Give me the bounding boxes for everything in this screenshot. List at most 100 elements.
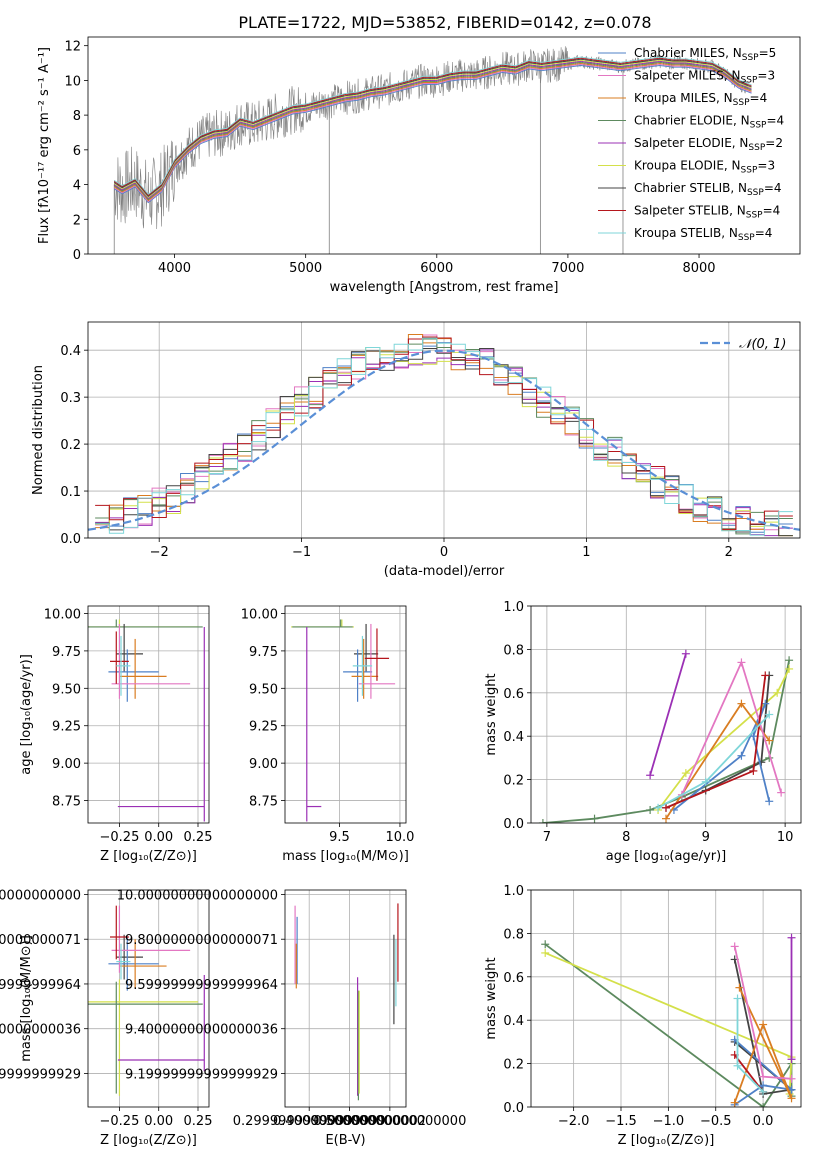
y-tick-label: 0.4	[60, 344, 81, 359]
x-tick-label: 0.40000000000000002	[273, 1114, 426, 1129]
weight-plot-area	[541, 933, 796, 1107]
x-tick-label: 0.25	[184, 830, 213, 845]
weight-series-line	[733, 987, 793, 1104]
y-tick-label: 9.00	[249, 757, 278, 772]
y-tick-label: 10.00	[44, 607, 81, 622]
y-tick-label: 9.00	[52, 757, 81, 772]
model-spectrum-line	[113, 63, 752, 203]
y-tick-label: 0.3	[60, 391, 81, 406]
x-tick-label: 4000	[158, 261, 191, 276]
y-tick-label: 0.6	[503, 687, 524, 702]
y-tick-label: 10.00000000000000000	[0, 888, 81, 903]
residual-histogram-step	[95, 337, 793, 536]
residual-histogram-step	[95, 334, 793, 537]
legend-label-main: Salpeter STELIB, N	[634, 204, 746, 218]
x-tick-label: 10.0	[385, 830, 414, 845]
y-axis-label: mass weight	[484, 957, 499, 1039]
residual-histogram-step	[95, 334, 793, 537]
residual-histogram-step	[95, 336, 793, 530]
legend-label-sub: SSP	[741, 76, 758, 86]
legend-label-sub: SSP	[742, 53, 759, 63]
y-tick-label: 9.25	[52, 720, 81, 735]
x-tick-label: 8	[622, 830, 630, 845]
legend-label-main: Kroupa STELIB, N	[634, 226, 738, 240]
x-axis-label: E(B-V)	[325, 1133, 365, 1148]
x-tick-label: 0.25	[184, 1114, 213, 1129]
weight-series-line	[733, 1054, 764, 1093]
legend-label: Kroupa MILES, NSSP=4	[634, 91, 767, 108]
axes-frame	[87, 36, 801, 255]
y-tick-label: 0.0	[503, 1101, 524, 1116]
legend-label: Kroupa ELODIE, NSSP=3	[634, 159, 775, 176]
legend-label-tail: =4	[755, 226, 773, 240]
model-spectrum-line	[113, 62, 752, 202]
histogram-plot-area	[88, 334, 800, 537]
scatter-plot-area	[291, 619, 396, 822]
y-tick-label: 8	[73, 109, 81, 124]
weight-series-line	[734, 1039, 795, 1106]
age-vs-metallicity-panel: −0.25 0.00 0.25 8.75 9.00 9.25 9.50 9.75 10.00 Z …	[19, 605, 213, 864]
y-tick-label: 0.0	[503, 817, 524, 832]
legend-label-sub: SSP	[746, 211, 763, 221]
axes-frame	[530, 889, 802, 1108]
residual-histogram-step	[95, 338, 793, 533]
y-tick-label: 0.4	[503, 730, 524, 745]
y-tick-label: 0	[73, 248, 81, 263]
legend-label-main: Salpeter MILES, N	[634, 69, 741, 83]
x-tick-label: 2	[725, 545, 733, 560]
x-tick-label: −2	[150, 545, 169, 560]
y-tick-label: 9.75	[249, 645, 278, 660]
legend-label-sub: SSP	[733, 98, 750, 108]
weight-vs-metallicity-panel: −2.0 −1.5 −1.0 −0.5 0.0 0.0 0.2 0.4 0.6 0.8 1.0 Z […	[484, 884, 802, 1148]
x-tick-label: −0.5	[700, 1114, 732, 1129]
y-tick-label: 9.40000000000000036	[125, 1023, 278, 1038]
legend-label-sub: SSP	[750, 121, 767, 131]
x-axis-label: (data-model)/error	[384, 564, 505, 579]
figure-title: PLATE=1722, MJD=53852, FIBERID=0142, z=0…	[238, 13, 651, 32]
y-axis-label: age [log₁₀(age/yr)]	[19, 654, 34, 775]
mass-vs-metallicity-panel: −0.25 0.00 0.25 9.19999999999999929 9.400000…	[0, 888, 212, 1148]
x-tick-label: −2.0	[558, 1114, 590, 1129]
legend-label-main: Kroupa MILES, N	[634, 91, 733, 105]
legend-label-sub: SSP	[738, 233, 755, 243]
y-tick-label: 0.2	[503, 774, 524, 789]
x-tick-label: 8000	[682, 261, 715, 276]
weight-plot-area	[538, 649, 794, 823]
y-tick-label: 0.1	[60, 485, 81, 500]
axes-frame	[284, 605, 407, 824]
legend-label-main: Kroupa ELODIE, N	[634, 159, 741, 173]
x-axis-label: age [log₁₀(age/yr)]	[606, 849, 727, 864]
y-axis-label: Flux [fλ10⁻¹⁷ erg cm⁻² s⁻¹ A⁻¹]	[37, 47, 52, 244]
axes-frame	[87, 889, 210, 1108]
y-tick-label: 8.75	[249, 795, 278, 810]
y-tick-label: 12	[64, 40, 81, 55]
legend-label-sub: SSP	[741, 166, 758, 176]
model-spectrum-line	[113, 56, 752, 195]
legend-label-tail: =2	[765, 136, 783, 150]
residual-histogram-step	[95, 347, 793, 537]
x-axis-label: wavelength [Angstrom, rest frame]	[330, 280, 559, 295]
legend-label-tail: =4	[763, 204, 781, 218]
y-tick-label: 9.59999999999999964	[0, 978, 81, 993]
legend-label: 𝒩(0, 1)	[739, 337, 786, 352]
y-tick-label: 10.00	[241, 607, 278, 622]
axes-frame	[87, 605, 210, 824]
x-tick-label: −1.5	[605, 1114, 637, 1129]
y-tick-label: 10.00000000000000000	[117, 888, 278, 903]
y-tick-label: 0.2	[503, 1058, 524, 1073]
x-tick-label: −0.25	[100, 830, 140, 845]
weight-series-line	[649, 653, 687, 776]
axes-frame	[87, 321, 801, 539]
y-axis-label: Normed distribution	[31, 365, 46, 495]
y-tick-label: 6	[73, 144, 81, 159]
x-tick-label: 0	[440, 545, 448, 560]
y-tick-label: 9.75	[52, 645, 81, 660]
model-spectrum-line	[113, 58, 752, 198]
legend-label-tail: =4	[764, 181, 782, 195]
y-tick-label: 9.50	[52, 682, 81, 697]
x-tick-label: −1	[292, 545, 311, 560]
y-tick-label: 9.25	[249, 720, 278, 735]
legend-label-main: Chabrier ELODIE, N	[634, 114, 750, 128]
scatter-plot-area	[294, 903, 399, 1101]
